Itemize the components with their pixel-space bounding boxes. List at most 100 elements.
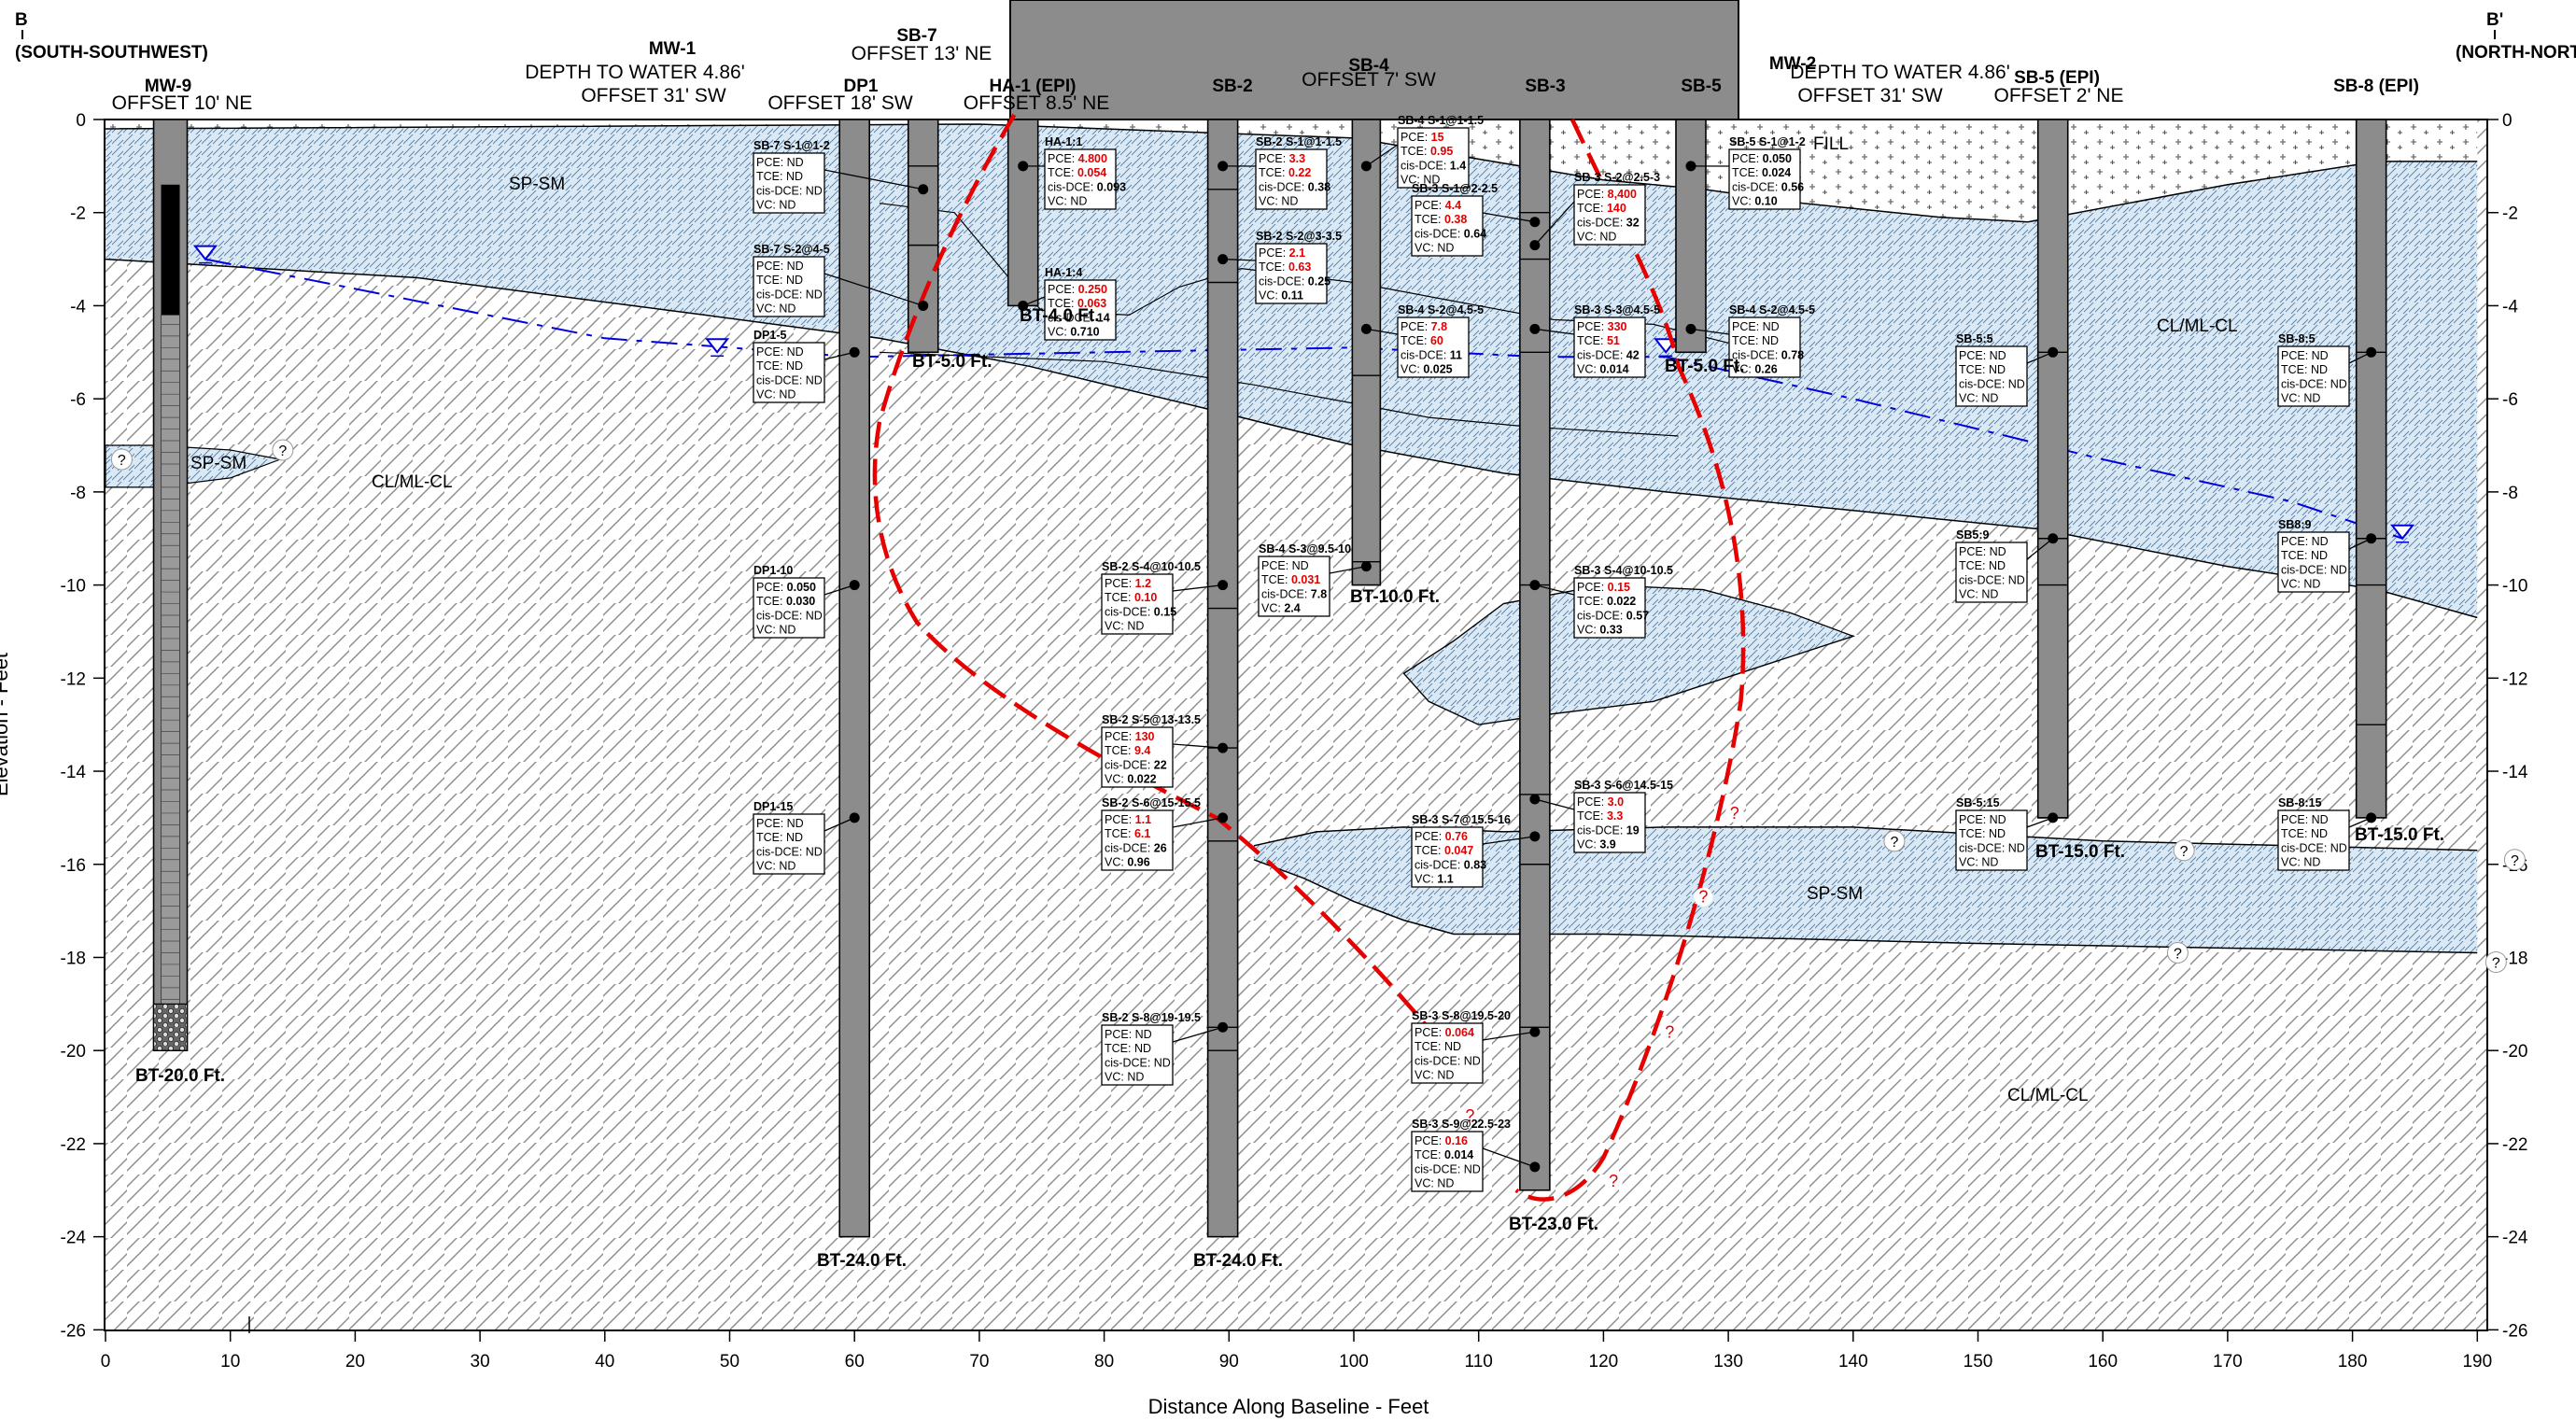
unknown-marker bbox=[110, 448, 133, 471]
sample-point bbox=[1529, 580, 1541, 591]
x-tick-label: 20 bbox=[345, 1352, 365, 1372]
analyte-value: 1.1 bbox=[1135, 813, 1151, 826]
plume-unknown-marker: ? bbox=[1698, 888, 1708, 907]
sample-leader bbox=[1482, 1147, 1536, 1168]
analyte-name: PCE: bbox=[1415, 830, 1445, 843]
analyte-name: TCE: bbox=[2281, 827, 2311, 840]
analyte-value: 0.38 bbox=[1308, 180, 1330, 193]
analyte-name: TCE: bbox=[756, 595, 786, 608]
sample-point bbox=[1529, 323, 1541, 334]
analyte-value: ND bbox=[779, 302, 795, 316]
sample-row: cis-DCE: 0.83 bbox=[1415, 858, 1486, 871]
sample-row: TCE: ND bbox=[756, 170, 803, 183]
analyte-value: 9.4 bbox=[1134, 744, 1150, 757]
analyte-value: 6.1 bbox=[1134, 827, 1150, 840]
sample-row: TCE: 3.3 bbox=[1577, 809, 1623, 823]
sample-title: SB-3 S-4@10-10.5 bbox=[1574, 564, 1673, 577]
analyte-name: PCE: bbox=[1259, 152, 1289, 165]
analyte-value: 0.11 bbox=[1281, 289, 1303, 302]
analyte-name: TCE: bbox=[756, 170, 786, 183]
analyte-value: 0.25 bbox=[1308, 274, 1330, 288]
sample-row: VC: 1.1 bbox=[1415, 873, 1454, 886]
sample-leader bbox=[1482, 1031, 1535, 1041]
analyte-name: VC: bbox=[2281, 392, 2303, 405]
soil-label-spsm-lens: SP-SM bbox=[190, 454, 246, 473]
sample-row: PCE: 130 bbox=[1105, 730, 1155, 743]
x-tick-label: 10 bbox=[220, 1352, 240, 1372]
sample-box bbox=[1101, 809, 1174, 871]
sample-point bbox=[1360, 161, 1372, 172]
sample-row: VC: ND bbox=[1259, 195, 1298, 208]
analyte-name: cis-DCE: bbox=[756, 288, 806, 301]
sample-row: cis-DCE: 0.38 bbox=[1259, 180, 1330, 193]
analyte-value: ND bbox=[786, 170, 803, 183]
analyte-value: 0.95 bbox=[1430, 145, 1453, 158]
mw9-gravel bbox=[152, 1003, 189, 1051]
boring-sb8 bbox=[2355, 119, 2387, 819]
bt-dp1: BT-24.0 Ft. bbox=[817, 1251, 907, 1271]
analyte-value: ND bbox=[1599, 231, 1616, 244]
analyte-name: cis-DCE: bbox=[1959, 841, 2008, 854]
analyte-name: TCE: bbox=[1577, 202, 1607, 215]
x-tick-label: 130 bbox=[1713, 1352, 1743, 1372]
sample-row: PCE: 1.2 bbox=[1105, 577, 1151, 590]
analyte-name: PCE: bbox=[1048, 283, 1078, 296]
sample-point bbox=[1529, 794, 1541, 805]
sample-row: PCE: 330 bbox=[1577, 320, 1627, 333]
sample-title: SB-7 S-2@4-5 bbox=[753, 243, 830, 256]
analyte-name: VC: bbox=[1105, 773, 1127, 786]
sample-point bbox=[2366, 533, 2377, 544]
analyte-name: PCE: bbox=[1415, 1134, 1445, 1147]
analyte-value: ND bbox=[806, 373, 823, 387]
y-tick-label-right: -12 bbox=[2502, 669, 2527, 689]
sample-row: TCE: 6.1 bbox=[1105, 827, 1150, 840]
analyte-value: ND bbox=[1989, 559, 2006, 572]
boring-sb7 bbox=[907, 119, 939, 354]
x-axis-label: Distance Along Baseline - Feet bbox=[1148, 1395, 1429, 1418]
analyte-name: VC: bbox=[1415, 1069, 1437, 1082]
sample-title: SB-3 S-9@22.5-23 bbox=[1412, 1118, 1511, 1131]
y-tick-label-right: -2 bbox=[2502, 204, 2518, 224]
sample-title: SB-4 S-3@9.5-10 bbox=[1259, 542, 1351, 556]
unknown-marker-label: ? bbox=[2174, 946, 2182, 962]
unknown-marker-label: ? bbox=[2492, 955, 2500, 971]
sample-title: SB-2 S-4@10-10.5 bbox=[1102, 560, 1201, 573]
sample-row: TCE: ND bbox=[1732, 334, 1779, 347]
analyte-value: ND bbox=[1437, 1177, 1454, 1190]
sample-row: cis-DCE: ND bbox=[756, 845, 823, 858]
analyte-name: TCE: bbox=[1577, 595, 1607, 608]
analyte-name: cis-DCE: bbox=[756, 184, 806, 197]
x-tick-label: 190 bbox=[2462, 1352, 2492, 1372]
analyte-name: VC: bbox=[756, 860, 779, 873]
sample-point bbox=[1529, 1026, 1541, 1037]
analyte-name: TCE: bbox=[1048, 166, 1077, 179]
sample-row: VC: ND bbox=[2281, 856, 2320, 869]
y-tick-label-right: -22 bbox=[2502, 1135, 2527, 1155]
sample-row: VC: 0.96 bbox=[1105, 856, 1150, 869]
x-tick-label: 0 bbox=[101, 1352, 111, 1372]
y-tick-label-right: -14 bbox=[2502, 763, 2528, 782]
analyte-value: ND bbox=[1990, 545, 2006, 558]
analyte-name: cis-DCE: bbox=[1415, 1162, 1464, 1175]
analyte-name: cis-DCE: bbox=[1732, 348, 1781, 361]
unknown-marker bbox=[2173, 839, 2195, 862]
analyte-name: cis-DCE: bbox=[756, 609, 806, 622]
analyte-name: VC: bbox=[1577, 231, 1599, 244]
analyte-name: PCE: bbox=[1959, 349, 1990, 362]
sample-row: cis-DCE: 0.64 bbox=[1415, 227, 1486, 240]
y-tick-label-right: -4 bbox=[2502, 297, 2518, 317]
sample-row: TCE: ND bbox=[2281, 827, 2328, 840]
sample-row: TCE: ND bbox=[2281, 363, 2328, 376]
boring-name-mw2: MW-2 bbox=[1769, 54, 1816, 74]
analyte-value: 4.4 bbox=[1445, 199, 1461, 212]
sample-row: TCE: 0.054 bbox=[1048, 166, 1106, 179]
sample-leader bbox=[823, 817, 855, 832]
sample-leader bbox=[2026, 538, 2054, 560]
analyte-name: VC: bbox=[756, 199, 779, 212]
sample-row: TCE: 0.22 bbox=[1259, 166, 1311, 179]
plume-unknown-bg bbox=[1724, 803, 1744, 823]
analyte-value: 0.063 bbox=[1077, 297, 1106, 310]
